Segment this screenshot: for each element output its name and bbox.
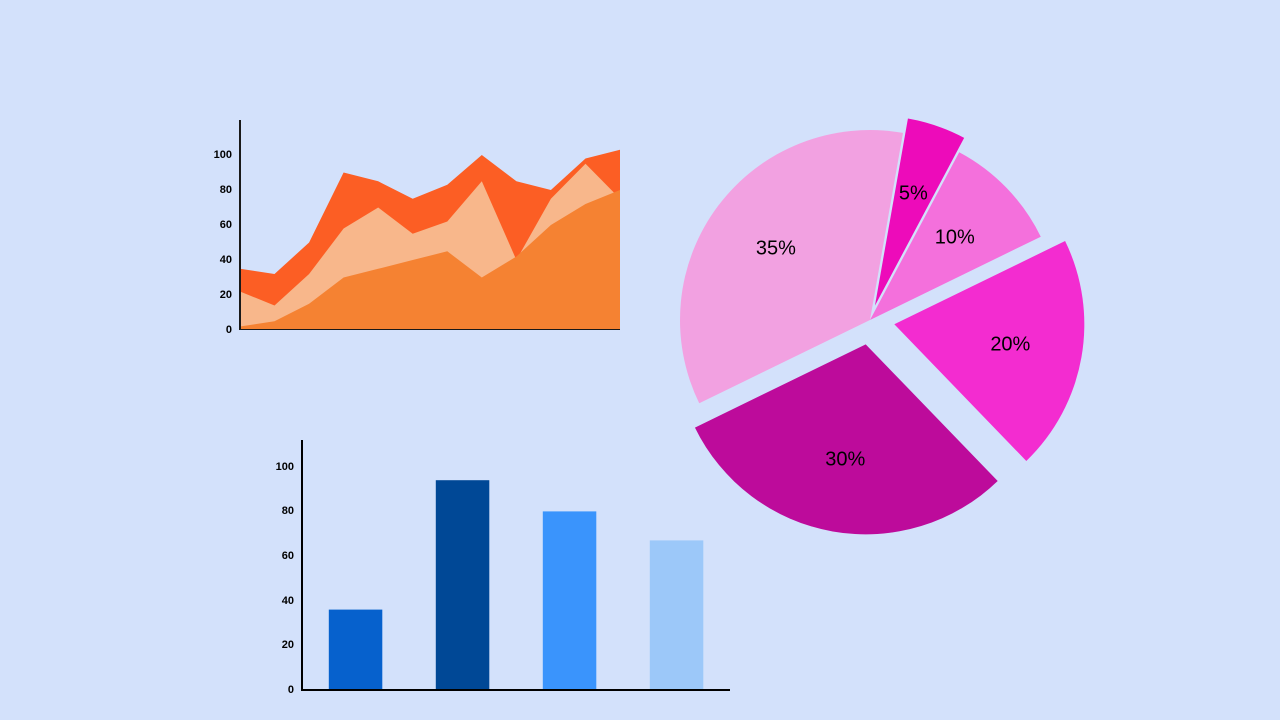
pie-slice-label-0: 5%	[899, 183, 928, 206]
bar-2	[543, 511, 597, 690]
chart-canvas: 0 20 40 60 80 100 0 20 40 60 80 100 5% 10% 20% 30% 35%	[0, 0, 1280, 720]
pie-chart: 5% 10% 20% 30% 35%	[670, 110, 1110, 550]
area-chart: 020406080100	[200, 120, 620, 330]
pie-slice-label-1: 10%	[935, 227, 975, 250]
bar-chart-svg	[260, 440, 730, 695]
area-chart-ytick: 80	[200, 184, 232, 196]
area-chart-ytick: 100	[200, 149, 232, 161]
bar-chart-ytick: 80	[260, 505, 294, 517]
area-chart-ytick: 20	[200, 289, 232, 301]
pie-slice-label-2: 20%	[990, 333, 1030, 356]
bar-chart: 0 20 40 60 80 100	[260, 440, 730, 695]
pie-slice-label-4: 35%	[756, 238, 796, 261]
bar-0	[329, 610, 383, 690]
area-chart-svg	[200, 120, 620, 330]
area-chart-ytick: 60	[200, 219, 232, 231]
bar-chart-ytick: 0	[260, 684, 294, 696]
bar-chart-ytick: 20	[260, 639, 294, 651]
bar-chart-ytick: 60	[260, 550, 294, 562]
area-chart-ytick: 0	[200, 324, 232, 336]
pie-slice-label-3: 30%	[825, 449, 865, 472]
bar-3	[650, 540, 704, 690]
bar-1	[436, 480, 490, 690]
bar-chart-ytick: 40	[260, 595, 294, 607]
pie-chart-svg	[670, 110, 1110, 550]
area-chart-ytick: 40	[200, 254, 232, 266]
bar-chart-ytick: 100	[260, 461, 294, 473]
